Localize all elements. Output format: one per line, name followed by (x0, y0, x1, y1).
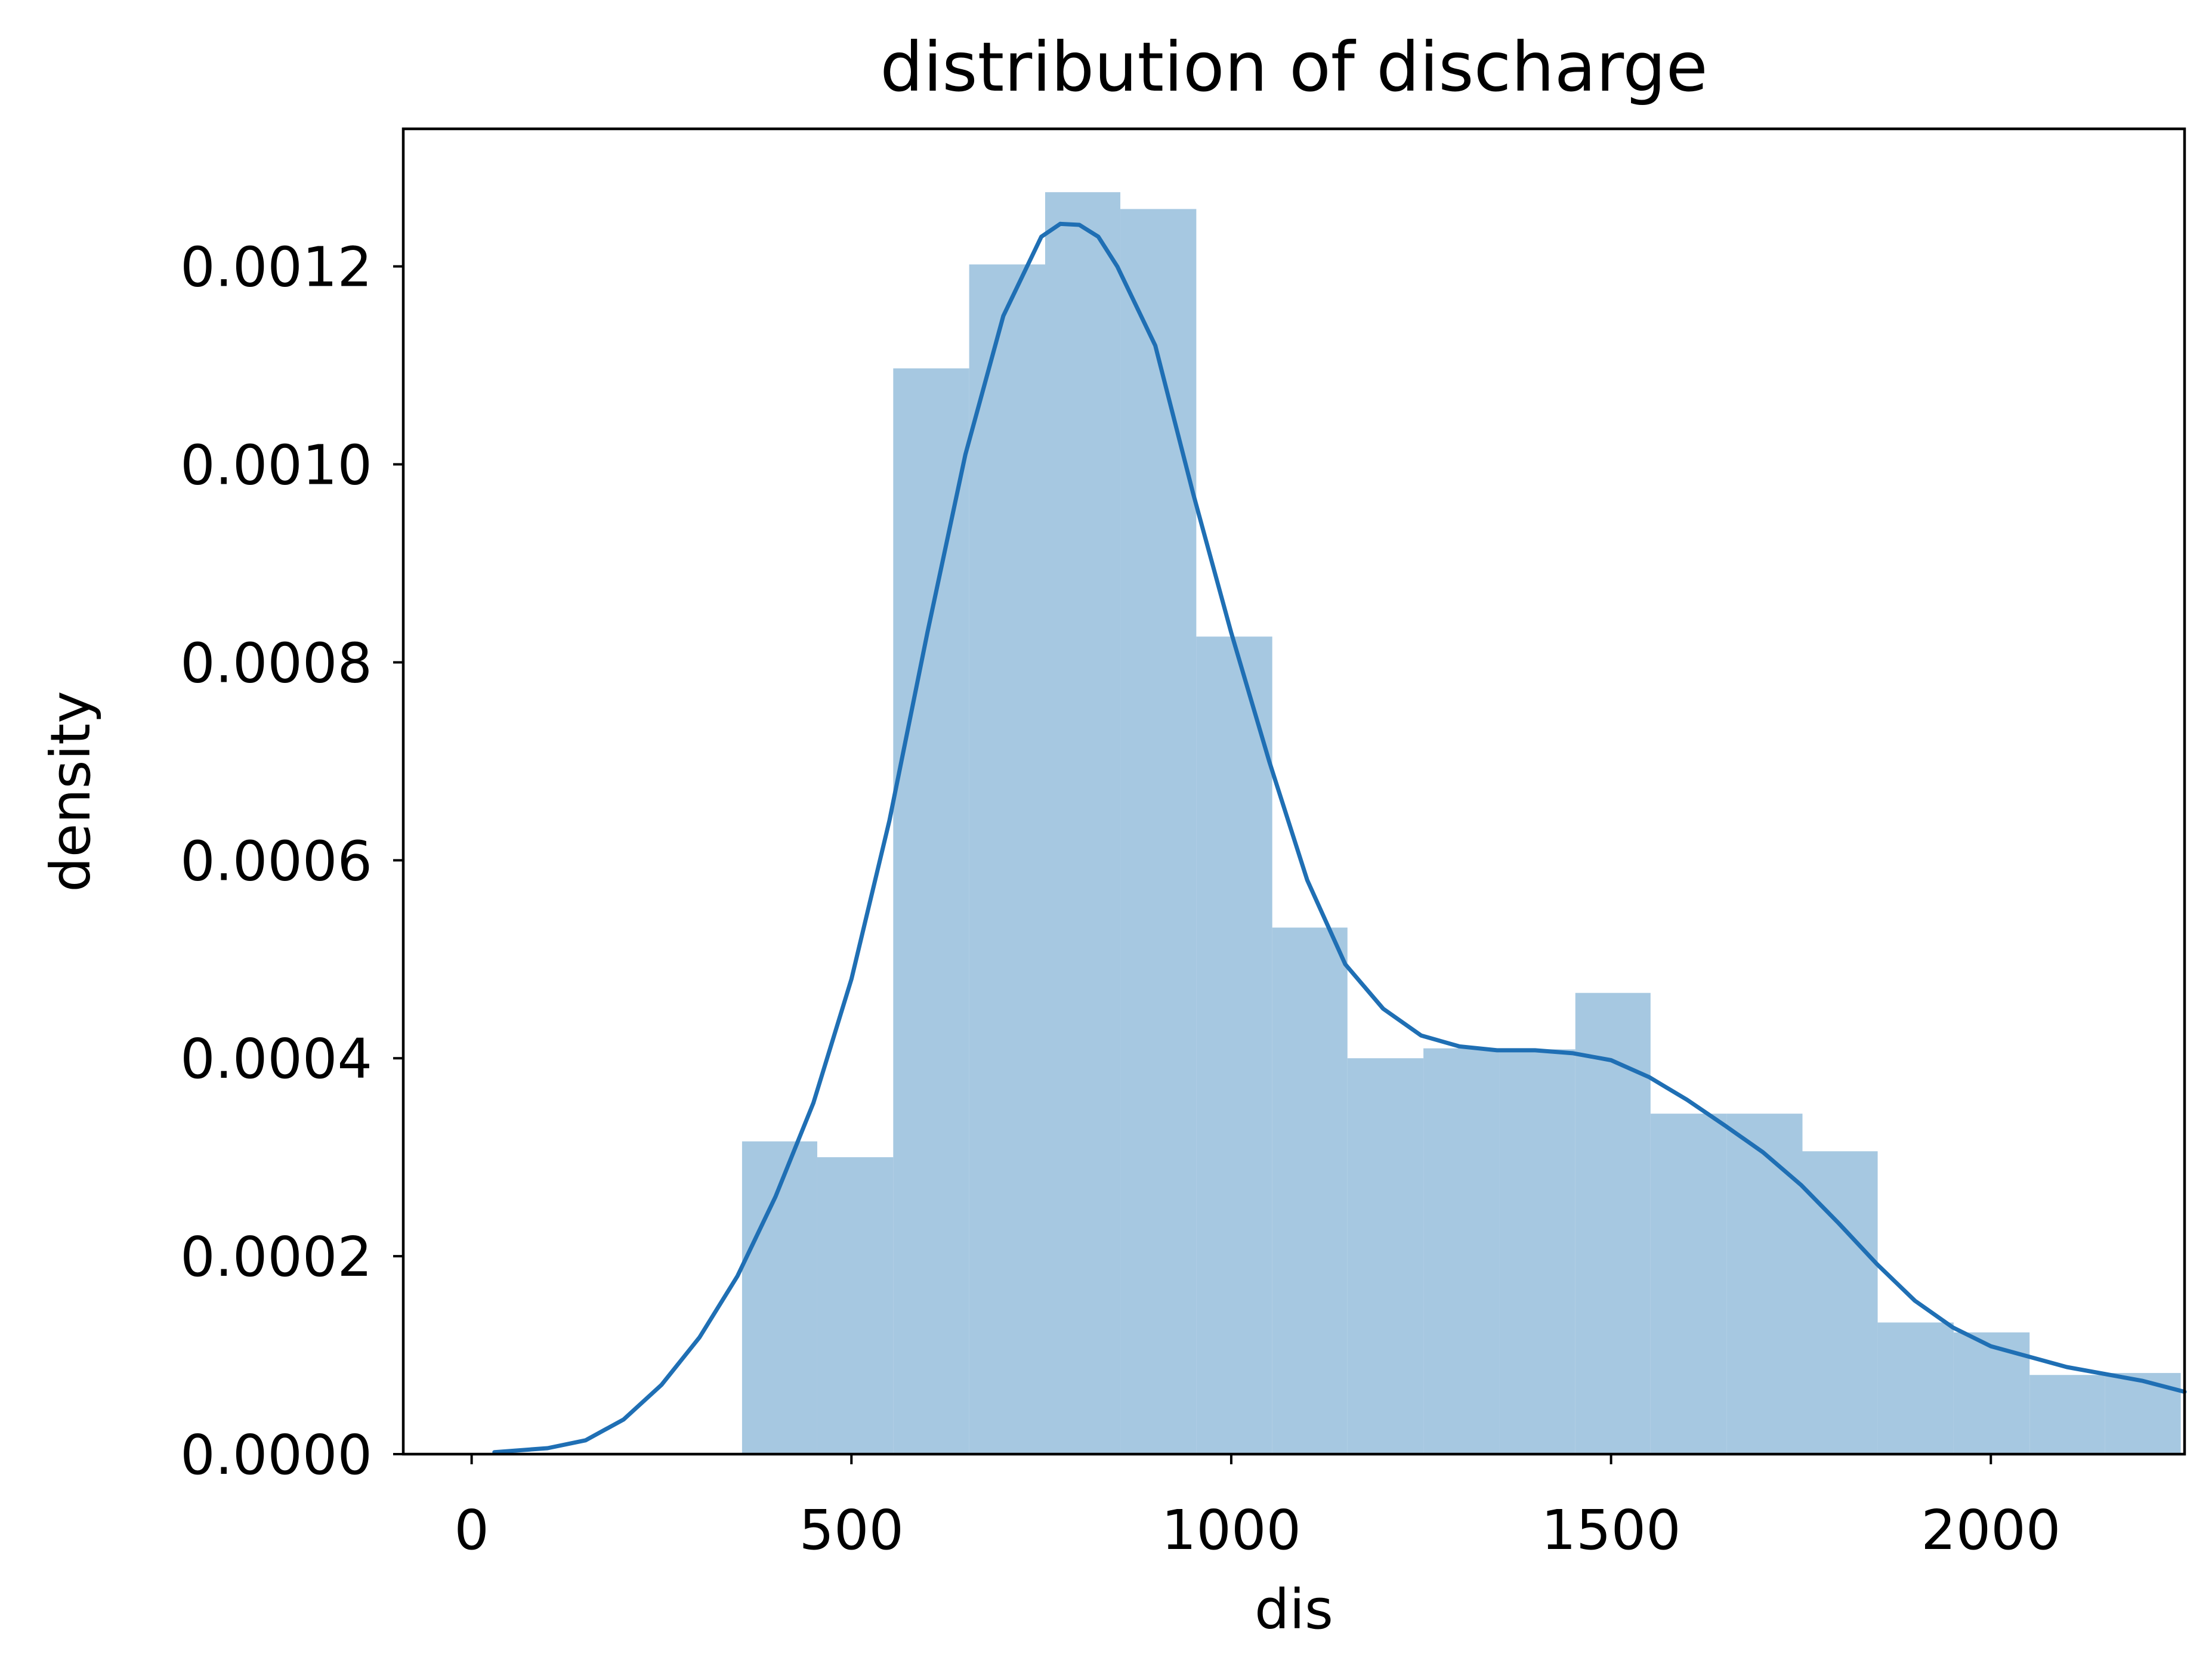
histogram-bar-12 (1575, 992, 1651, 1454)
histogram-bar-6 (1120, 209, 1197, 1454)
y-axis-ticks: 0.0000 0.0002 0.0004 0.0006 0.0008 0.0010 0.00… (180, 236, 403, 1487)
x-tick-label-1000: 1000 (1161, 1498, 1301, 1562)
histogram-bar-8 (1272, 927, 1348, 1454)
histogram-bar-2 (817, 1157, 894, 1454)
histogram-bar-1 (742, 1141, 817, 1454)
histogram-bar-7 (1196, 636, 1272, 1454)
y-tick-label-0.0000: 0.0000 (180, 1423, 372, 1487)
x-axis-label: dis (1255, 1578, 1333, 1641)
histogram-bars (742, 192, 2181, 1455)
y-tick-label-0.0004: 0.0004 (180, 1027, 372, 1091)
histogram-bar-5 (1045, 192, 1121, 1455)
histogram-bar-9 (1347, 1058, 1424, 1454)
x-tick-label-1500: 1500 (1541, 1498, 1681, 1562)
axes-frame (401, 127, 2186, 1456)
x-tick-label-500: 500 (799, 1498, 904, 1562)
histogram-bar-14 (1726, 1114, 1803, 1454)
histogram-bar-3 (893, 368, 969, 1455)
histogram-bar-16 (1877, 1322, 1954, 1454)
kde-layer (492, 221, 2187, 1455)
histogram-bar-11 (1499, 1049, 1575, 1454)
x-tick-label-0: 0 (454, 1498, 489, 1562)
y-tick-label-0.0010: 0.0010 (180, 434, 372, 497)
histogram-bar-18 (2029, 1375, 2105, 1454)
histogram-bar-13 (1650, 1114, 1727, 1454)
y-axis-label: density (39, 691, 103, 892)
x-axis-ticks: 0 500 1000 1500 2000 (454, 1454, 2060, 1562)
kde-density-line (492, 221, 2187, 1455)
histogram-bar-19 (2105, 1372, 2181, 1454)
x-tick-label-2000: 2000 (1921, 1498, 2060, 1562)
y-tick-label-0.0002: 0.0002 (180, 1225, 372, 1289)
histogram-bar-17 (1953, 1332, 2030, 1454)
histogram-bar-10 (1423, 1048, 1500, 1454)
chart-title: distribution of discharge (880, 27, 1708, 107)
histogram-bar-4 (969, 264, 1045, 1455)
y-tick-label-0.0008: 0.0008 (180, 631, 372, 695)
y-tick-label-0.0012: 0.0012 (180, 236, 372, 299)
y-tick-label-0.0006: 0.0006 (180, 829, 372, 893)
